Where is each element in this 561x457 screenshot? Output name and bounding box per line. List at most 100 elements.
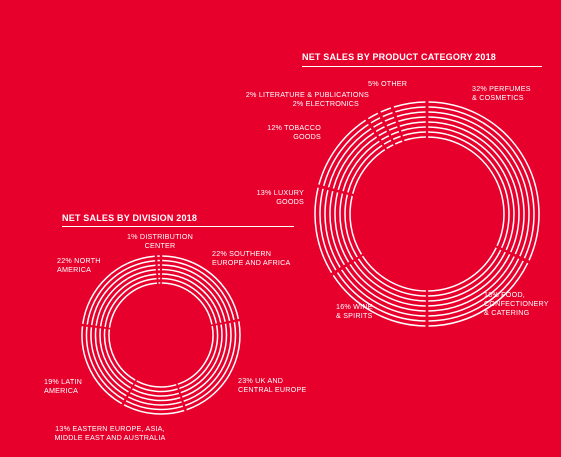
ring-arc [398,116,426,123]
slice-division-0 [161,255,240,325]
ring-arc [373,121,383,128]
ring-arc [428,126,515,251]
chart-title-product-category: NET SALES BY PRODUCT CATEGORY 2018 [302,52,497,62]
label-luxury-goods: 13% LUXURY GOODS [256,188,304,206]
ring-arc [381,135,390,141]
label-electronics: 2% ELECTRONICS [292,99,359,108]
ring-arc [81,326,123,405]
ring-arc [428,256,515,312]
ring-arc [390,130,400,136]
ring-arc [383,139,392,145]
ring-arc [334,192,350,263]
label-tobacco-goods: 12% TOBACCO GOODS [267,123,321,141]
ring-arc [386,144,394,150]
label-other: 5% OTHER [368,79,408,88]
ring-arc [99,328,132,389]
ring-arc [428,260,524,322]
ring-arc [125,400,184,411]
ring-arc [399,121,426,127]
label-north-america: 22% NORTH AMERICA [57,256,101,274]
slice-product-category-7 [393,101,426,142]
ring-arc [85,326,125,401]
ring-arc [161,277,218,324]
slice-division-3 [81,326,136,405]
ring-arc [329,191,346,266]
ring-arc [384,116,395,122]
ring-arc [404,136,426,142]
ring-arc [353,261,426,302]
slice-product-category-1 [428,247,529,327]
ring-arc [184,322,237,407]
ring-arc [428,131,510,249]
ring-arc [392,135,401,141]
ring-arc [382,112,393,118]
label-southern-europe-africa: 22% SOUTHERN EUROPE AND AFRICA [212,249,291,267]
ring-arc [162,268,226,322]
ring-arc [183,322,232,402]
ring-arc [123,404,185,415]
ring-arc [82,255,155,324]
ring-arc [378,130,387,137]
ring-arc [327,128,372,188]
ring-arc [395,106,426,113]
ring-arc [428,247,497,292]
ring-arc [162,259,235,321]
ring-arc [332,274,426,327]
ring-arc [428,136,505,247]
ring-arc [341,269,426,317]
title-rule-product-category [302,66,542,67]
slice-division-5 [157,255,161,284]
label-food-confectionery: 18% FOOD, CONFECTIONERY & CATERING [484,290,549,317]
ring-arc [428,106,535,259]
ring-arc [161,273,222,323]
ring-arc [90,264,156,326]
ring-arc [428,111,530,257]
ring-arc [349,263,426,307]
ring-arc [129,392,181,402]
slice-product-category-3 [314,187,363,274]
ring-arc [344,194,358,258]
ring-arc [318,119,367,185]
label-latin-america: 19% LATIN AMERICA [44,377,83,395]
ring-arc [162,255,240,320]
label-literature-publications: 2% LITERATURE & PUBLICATIONS [245,90,369,99]
ring-arc [428,262,529,327]
slice-division-4 [82,255,157,328]
ring-arc [401,126,426,132]
ring-arc [319,188,337,271]
slice-division-2 [123,380,185,415]
ring-arc [127,396,182,406]
ring-arc [104,277,157,328]
ring-arc [86,259,156,325]
ring-arc [179,325,219,390]
ring-arc [339,193,354,260]
ring-arc [428,251,506,302]
ring-arc [428,101,540,261]
ring-arc [94,327,129,393]
title-rule-division [62,226,294,227]
ring-arc [162,264,231,321]
ring-arc [342,140,380,192]
ring-arc [95,268,156,326]
ring-arc [386,121,396,127]
ring-arc [324,189,341,268]
ring-arc [428,254,511,307]
label-perfumes-cosmetics: 32% PERFUMES & COSMETICS [472,84,531,102]
slice-division-1 [177,321,241,411]
ring-arc [103,328,134,385]
ring-arc [90,327,127,397]
ring-arc [428,249,502,297]
ring-arc [323,123,369,187]
ring-arc [428,121,520,253]
ring-arc [347,144,383,193]
ring-arc [180,324,223,394]
ring-arc [332,132,375,189]
ring-arc [345,266,426,312]
ring-arc [357,258,426,297]
ring-arc [132,388,180,397]
ring-arc [337,136,378,191]
ring-arc [161,282,213,325]
ring-arc [388,126,398,131]
ring-arc [186,321,241,411]
label-distribution-center: 1% DISTRIBUTION CENTER [126,232,194,250]
